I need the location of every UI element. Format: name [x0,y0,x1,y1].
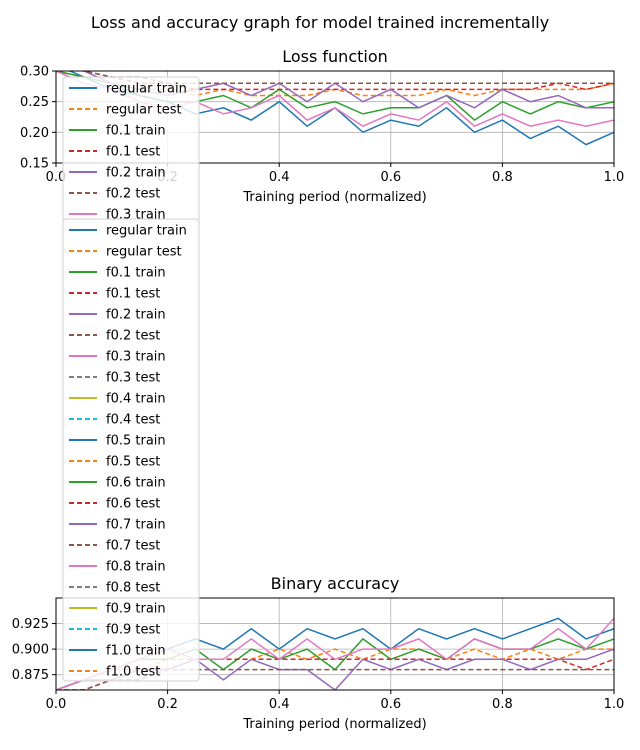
legend-label: f0.1 train [106,266,166,281]
legend-label: f0.1 test [106,287,160,302]
series-line [80,71,614,91]
legend-label: regular test [106,245,182,260]
legend-label: f0.3 test [106,371,160,386]
y-tick-label: 0.925 [12,617,49,632]
y-tick-label: 0.30 [20,65,49,80]
legend-label: f0.1 train [106,124,166,139]
legend-label: f0.5 train [106,434,166,449]
y-tick-label: 0.25 [20,95,49,110]
plot-title: Loss function [282,47,388,66]
legend-label: f0.9 test [106,623,160,638]
legend-label: f0.5 test [106,455,160,470]
legend-label: f0.8 test [106,581,160,596]
legend-label: f0.2 test [106,329,160,344]
x-axis-label: Training period (normalized) [242,190,426,205]
legend-label: f0.4 test [106,413,160,428]
x-tick-label: 0.0 [46,697,67,712]
series-line [80,71,614,85]
x-tick-label: 1.0 [604,697,625,712]
legend-label: f0.7 train [106,518,166,533]
x-tick-label: 0.0 [46,170,67,185]
y-tick-label: 0.900 [12,643,49,658]
x-tick-label: 0.2 [157,697,178,712]
x-tick-label: 0.6 [380,697,401,712]
legend-label: regular train [106,224,187,239]
x-tick-label: 1.0 [604,170,625,185]
legend-label: f0.9 train [106,602,166,617]
axes-frame [55,597,615,691]
series-line [56,668,614,690]
legend-label: f0.6 train [106,476,166,491]
y-tick-label: 0.20 [20,126,49,141]
legend-label: regular test [106,103,182,118]
loss-legend: regular train regular test f0.1 train f0.1 … [62,76,200,223]
x-axis-label: Training period (normalized) [242,717,426,732]
legend-label: f0.1 test [106,145,160,160]
legend-label: f0.6 test [106,497,160,512]
legend-label: f1.0 test [106,665,160,680]
x-tick-label: 0.4 [269,170,290,185]
legend-label: f0.8 train [106,560,166,575]
x-tick-label: 0.6 [380,170,401,185]
legend-label: regular train [106,82,187,97]
accuracy-legend: regular train regular test f0.1 train f0.1 … [62,218,200,682]
legend-label: f0.2 train [106,308,166,323]
x-tick-label: 0.4 [269,697,290,712]
legend-label: f0.7 test [106,539,160,554]
plot-title: Binary accuracy [271,574,400,593]
legend-label: f0.4 train [106,392,166,407]
legend-label: f1.0 train [106,644,166,659]
figure-title: Loss and accuracy graph for model traine… [91,13,549,32]
x-tick-label: 0.8 [492,697,513,712]
y-tick-label: 0.875 [12,668,49,683]
axes-frame [55,70,615,164]
legend-label: f0.2 train [106,166,166,181]
legend-label: f0.3 train [106,350,166,365]
x-tick-label: 0.8 [492,170,513,185]
y-tick-label: 0.15 [20,157,49,172]
legend-label: f0.2 test [106,187,160,202]
